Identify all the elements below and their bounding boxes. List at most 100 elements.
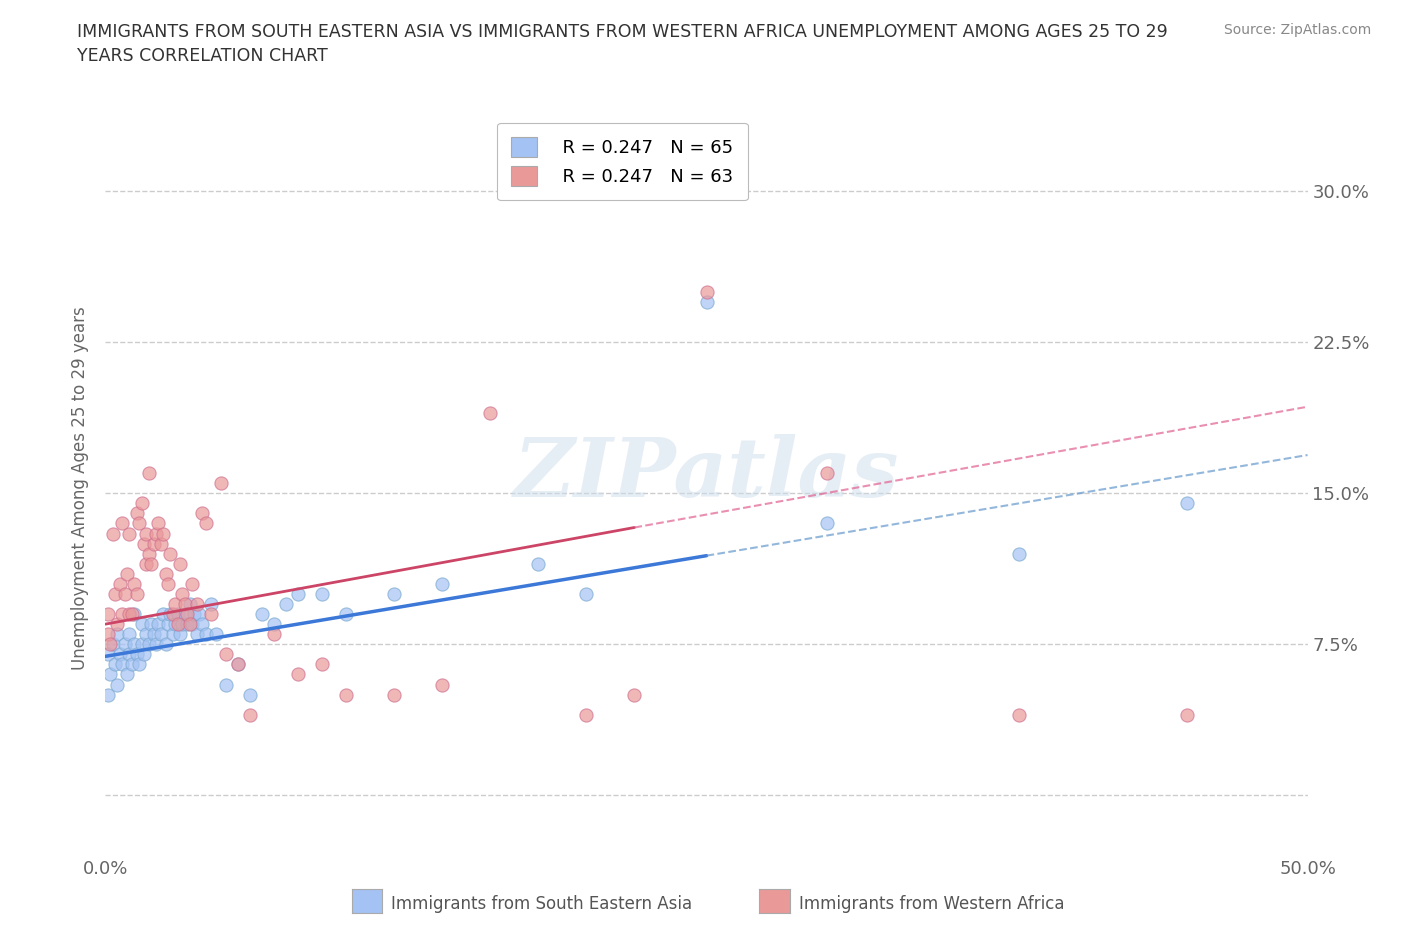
Point bbox=[274, 596, 297, 611]
Y-axis label: Unemployment Among Ages 25 to 29 years: Unemployment Among Ages 25 to 29 years bbox=[72, 306, 90, 671]
Point bbox=[190, 506, 212, 521]
Point bbox=[104, 587, 127, 602]
Point bbox=[145, 637, 167, 652]
Point bbox=[132, 647, 155, 662]
Point bbox=[124, 606, 146, 621]
Point bbox=[118, 606, 141, 621]
Point bbox=[815, 516, 838, 531]
Point bbox=[155, 637, 177, 652]
Point bbox=[159, 546, 181, 561]
Point bbox=[169, 556, 191, 571]
Point bbox=[430, 677, 453, 692]
Point bbox=[108, 647, 131, 662]
Point bbox=[575, 587, 598, 602]
Point bbox=[239, 707, 262, 722]
Point bbox=[131, 637, 153, 652]
Point bbox=[181, 577, 204, 591]
Point bbox=[98, 637, 121, 652]
Point bbox=[128, 516, 150, 531]
Point bbox=[263, 617, 285, 631]
Point bbox=[107, 617, 129, 631]
Point bbox=[125, 506, 148, 521]
Point bbox=[815, 466, 838, 481]
Point bbox=[186, 596, 208, 611]
Point bbox=[169, 627, 191, 642]
Point bbox=[148, 617, 170, 631]
Point bbox=[148, 516, 170, 531]
Point bbox=[479, 405, 502, 420]
Point bbox=[165, 617, 187, 631]
Point bbox=[214, 677, 236, 692]
Point bbox=[311, 657, 333, 671]
Point bbox=[173, 596, 195, 611]
Point bbox=[287, 587, 309, 602]
Point bbox=[1177, 707, 1199, 722]
Point bbox=[195, 516, 218, 531]
Point bbox=[149, 627, 172, 642]
Point bbox=[135, 627, 157, 642]
Point bbox=[97, 627, 120, 642]
Point bbox=[226, 657, 249, 671]
Point bbox=[107, 627, 129, 642]
Point bbox=[107, 677, 129, 692]
Point bbox=[115, 667, 138, 682]
Point bbox=[118, 627, 141, 642]
Point bbox=[226, 657, 249, 671]
Point bbox=[181, 617, 204, 631]
Point bbox=[149, 537, 172, 551]
Point bbox=[165, 596, 187, 611]
Point bbox=[138, 637, 160, 652]
Point bbox=[575, 707, 598, 722]
Point bbox=[156, 577, 179, 591]
Point bbox=[139, 617, 162, 631]
Point bbox=[135, 556, 157, 571]
Point bbox=[430, 577, 453, 591]
Point bbox=[125, 647, 148, 662]
Point bbox=[176, 606, 198, 621]
Point bbox=[101, 637, 124, 652]
Point bbox=[145, 526, 167, 541]
Text: Immigrants from South Eastern Asia: Immigrants from South Eastern Asia bbox=[391, 896, 692, 913]
Point bbox=[200, 596, 222, 611]
Point bbox=[205, 627, 228, 642]
Point bbox=[696, 285, 718, 299]
Point bbox=[239, 687, 262, 702]
Point bbox=[121, 657, 143, 671]
Point bbox=[108, 577, 131, 591]
Point bbox=[188, 606, 211, 621]
Text: Source: ZipAtlas.com: Source: ZipAtlas.com bbox=[1223, 23, 1371, 37]
Point bbox=[250, 606, 273, 621]
Point bbox=[115, 566, 138, 581]
Point bbox=[179, 596, 201, 611]
Point bbox=[335, 687, 357, 702]
Point bbox=[159, 606, 181, 621]
Point bbox=[124, 577, 146, 591]
Legend:   R = 0.247   N = 65,   R = 0.247   N = 63: R = 0.247 N = 65, R = 0.247 N = 63 bbox=[496, 123, 748, 200]
Point bbox=[139, 556, 162, 571]
Point bbox=[527, 556, 550, 571]
Point bbox=[97, 687, 120, 702]
Point bbox=[138, 546, 160, 561]
Point bbox=[98, 667, 121, 682]
Point bbox=[111, 516, 134, 531]
Point bbox=[142, 627, 165, 642]
Text: ZIPatlas: ZIPatlas bbox=[513, 433, 900, 513]
Point bbox=[183, 606, 205, 621]
Point bbox=[118, 526, 141, 541]
Point bbox=[190, 617, 212, 631]
Point bbox=[162, 627, 184, 642]
Point bbox=[382, 587, 405, 602]
Point bbox=[97, 606, 120, 621]
Point bbox=[124, 637, 146, 652]
Point bbox=[131, 617, 153, 631]
Point bbox=[104, 657, 127, 671]
Point bbox=[142, 537, 165, 551]
Point bbox=[311, 587, 333, 602]
Point bbox=[200, 606, 222, 621]
Point bbox=[179, 617, 201, 631]
Point bbox=[287, 667, 309, 682]
Point bbox=[173, 606, 195, 621]
Point bbox=[172, 617, 194, 631]
Point bbox=[162, 606, 184, 621]
Point bbox=[335, 606, 357, 621]
